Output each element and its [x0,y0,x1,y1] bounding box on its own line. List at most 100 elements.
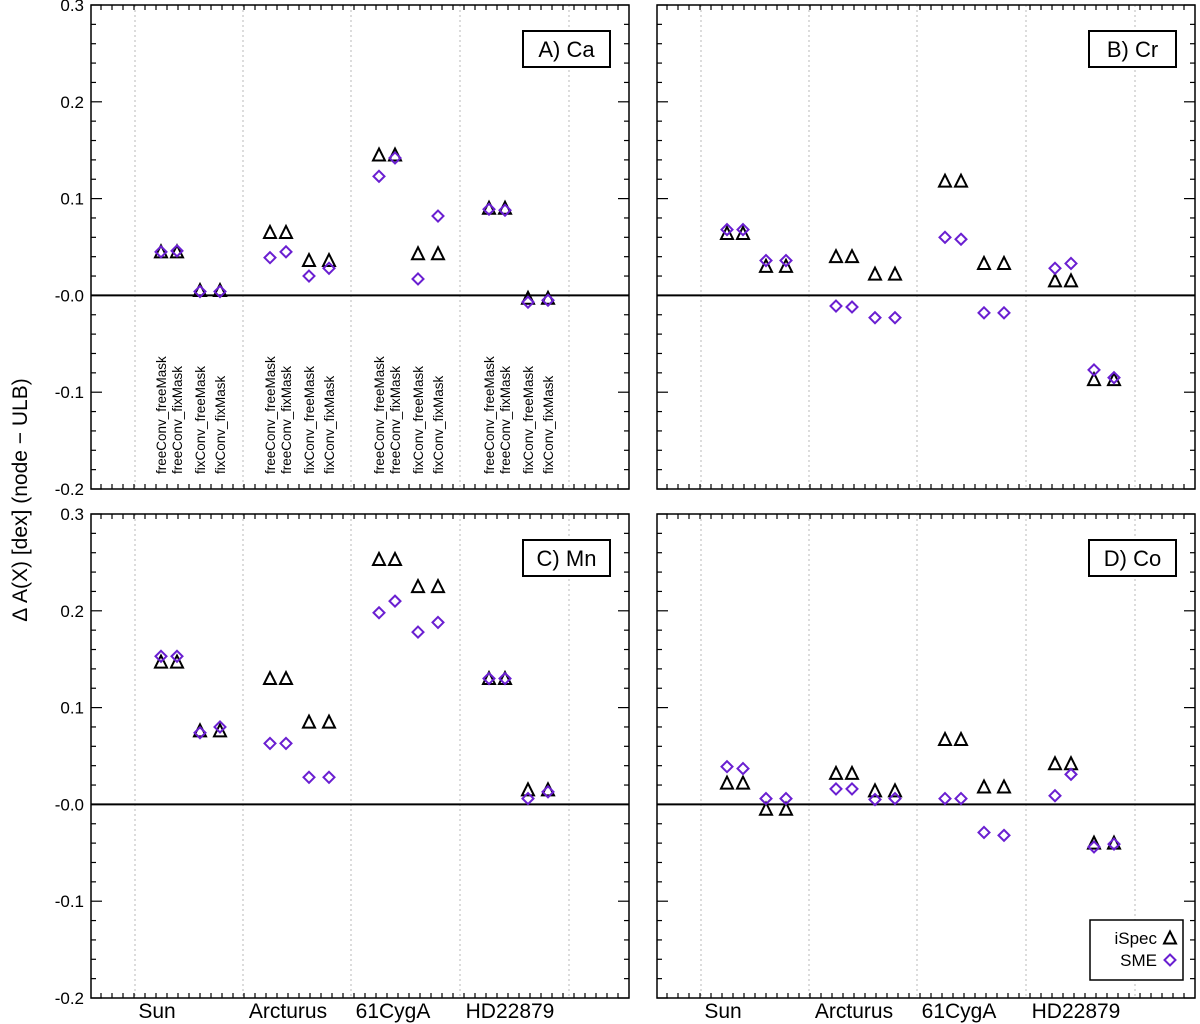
ispec-point [758,257,774,273]
sme-point [498,203,512,218]
category-label: 61CygA [356,1000,431,1023]
plot-frame [90,513,630,999]
config-label: fixConv_freeMask [521,366,536,474]
sme-point [845,300,859,314]
ispec-point [301,713,317,729]
ispec-point [1063,755,1079,771]
sme-point [720,759,734,774]
sme-point [213,284,227,299]
sme-point [779,253,793,268]
sme-point [302,269,316,283]
sme-point [279,736,293,751]
legend-label: iSpec [1114,929,1157,948]
sme-point [322,261,336,276]
config-label: freeConv_fixMask [279,366,294,474]
panel-3: -0.2 -0.1 -0.0 0.1 0.2 0.3 Sun Arcturus 61CygA HD… [55,505,630,1023]
ispec-point [262,223,278,239]
sme-point [1048,788,1062,803]
plot-frame [656,513,1196,999]
ispec-point [410,245,426,261]
sme-point [372,169,386,184]
sme-point [888,791,902,806]
sme-point [829,781,843,796]
y-tick-label: 0.1 [60,699,84,718]
sme-point [759,791,773,806]
y-tick-label: 0.3 [60,505,84,524]
ispec-point [153,653,169,669]
ispec-point [976,254,992,270]
category-label: Arcturus [249,1000,327,1023]
sme-point [1064,767,1078,782]
panel-title: B) Cr [1107,37,1158,62]
sme-point [170,649,184,664]
y-axis-label: Δ A(X) [dex] (node − ULB) [9,378,32,621]
sme-point [279,244,293,259]
sme-point [997,305,1011,320]
sme-point [154,244,168,259]
ispec-point [1047,272,1063,288]
config-label: fixConv_fixMask [541,375,556,474]
config-label: fixConv_freeMask [193,366,208,474]
ispec-point [996,254,1012,270]
ispec-point [844,247,860,264]
sme-point [1107,370,1121,385]
sme-point [213,720,227,734]
config-label: fixConv_fixMask [322,375,337,474]
sme-point [263,736,277,751]
sme-point [779,791,793,806]
ispec-point [371,146,387,162]
sme-point [482,671,496,686]
ispec-point [430,245,446,261]
plot-frame [90,4,630,490]
sme-point [431,615,445,630]
ispec-point [937,730,953,747]
ispec-point [937,172,953,188]
ispec-point [976,778,992,794]
ispec-point [520,781,536,797]
config-label: fixConv_freeMask [411,366,426,474]
ispec-point [953,172,969,188]
sme-point [997,828,1011,843]
panel-title-box [522,539,611,577]
config-label: freeConv_fixMask [498,366,513,474]
config-label: fixConv_fixMask [213,375,228,474]
sme-point [888,310,902,325]
config-label: freeConv_fixMask [170,366,185,474]
y-tick-label: 0.2 [60,93,84,112]
panel-title-box [1088,30,1177,68]
sme-point [498,671,512,686]
config-label: freeConv_fixMask [388,366,403,474]
legend-box [1089,919,1184,981]
config-label: fixConv_freeMask [302,366,317,474]
ispec-point [278,223,294,239]
sme-point [829,299,843,313]
sme-point [302,770,316,785]
sme-point [388,594,402,609]
sme-point [521,295,535,310]
sme-point [868,792,882,807]
y-tick-label: -0.2 [55,989,84,1008]
ispec-point [410,577,426,594]
plot-frame [656,4,1196,490]
sme-point [736,222,750,237]
sme-point [759,253,773,268]
ispec-point [1047,755,1063,771]
y-tick-label: -0.0 [55,286,84,305]
ispec-point [1063,272,1079,288]
config-label: freeConv_freeMask [154,356,169,474]
sme-point [977,825,991,840]
panel-title-box [1088,539,1177,577]
sme-point [977,305,991,320]
panel-2: B) Cr [656,4,1196,490]
ispec-point [520,289,536,305]
ispec-point [996,778,1012,794]
ispec-point [387,550,403,566]
sme-point [154,649,168,664]
sme-point [1048,261,1062,276]
category-label: Sun [138,1000,175,1023]
sme-point [411,625,425,640]
ispec-point [1086,834,1102,850]
sme-point [431,209,445,223]
